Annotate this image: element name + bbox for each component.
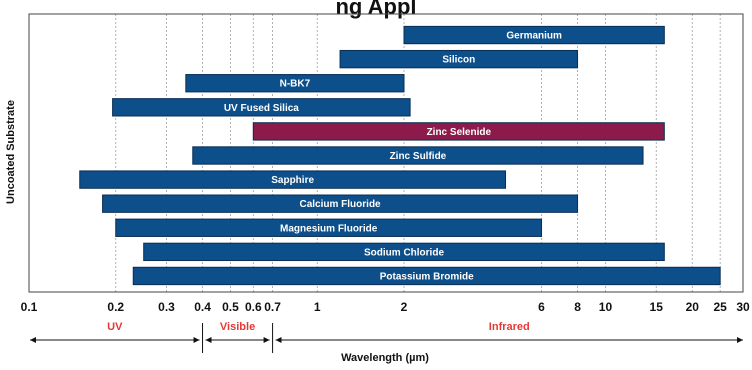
bar-silicon (339, 49, 579, 69)
x-axis-ticks: 0.1 0.2 0.3 0.4 0.5 0.6 0.7 1 2 6 8 10 15 20 25 30 (21, 300, 750, 314)
chart-title-fragment: ng Appl (335, 0, 416, 19)
x-tick-label-0-6: 0.6 (245, 300, 262, 314)
x-tick-label-8: 8 (574, 300, 581, 314)
region-label-visible: Visible (220, 321, 255, 333)
bar-zinc-sulfide (192, 146, 644, 165)
x-tick-label-0-7: 0.7 (264, 300, 281, 314)
x-tick-label-0-2: 0.2 (107, 300, 124, 314)
bar-n-bk7 (185, 74, 405, 93)
x-tick-label-0-1: 0.1 (21, 300, 38, 314)
x-tick-label-15: 15 (650, 300, 664, 314)
bar-sapphire (79, 170, 507, 189)
x-tick-label-10: 10 (599, 300, 613, 314)
bar-germanium (403, 25, 665, 45)
bar-label-n-bk7: N-BK7 (280, 79, 311, 90)
bar-label-magnesium-fluoride: Magnesium Fluoride (280, 223, 378, 234)
bar-label-sapphire: Sapphire (271, 175, 314, 186)
bar-label-zinc-sulfide: Zinc Sulfide (390, 151, 447, 162)
x-tick-label-0-5: 0.5 (222, 300, 239, 314)
bar-magnesium-fluoride (115, 218, 543, 237)
bar-calcium-fluoride (102, 194, 579, 213)
plot-frame (28, 13, 744, 293)
bar-label-silicon: Silicon (442, 55, 475, 66)
bar-uv-fused-silica (112, 98, 411, 117)
x-tick-label-30: 30 (736, 300, 750, 314)
x-tick-label-0-3: 0.3 (158, 300, 175, 314)
bar-potassium-bromide (132, 266, 721, 286)
x-tick-label-20: 20 (686, 300, 700, 314)
region-label-infrared: Infrared (489, 321, 530, 333)
region-label-uv: UV (107, 321, 123, 333)
bar-label-germanium: Germanium (506, 31, 562, 42)
bar-zinc-selenide (252, 122, 665, 141)
x-tick-label-25: 25 (713, 300, 727, 314)
bar-label-sodium-chloride: Sodium Chloride (364, 247, 444, 258)
x-tick-label-2: 2 (401, 300, 408, 314)
spectral-regions: UV Visible Infrared (30, 321, 743, 353)
bar-label-calcium-fluoride: Calcium Fluoride (299, 199, 381, 210)
bar-label-zinc-selenide: Zinc Selenide (427, 127, 492, 138)
bar-label-uv-fused-silica: UV Fused Silica (224, 103, 299, 114)
bars-layer: Germanium Silicon N-BK7 UV Fused Silica Zinc… (79, 25, 721, 286)
x-tick-label-0-4: 0.4 (194, 300, 211, 314)
bar-sodium-chloride (143, 242, 665, 262)
x-tick-label-1: 1 (314, 300, 321, 314)
x-tick-label-6: 6 (538, 300, 545, 314)
bar-label-potassium-bromide: Potassium Bromide (380, 271, 474, 282)
x-axis-label: Wavelength (µm) (341, 352, 429, 364)
y-axis-label: Uncoated Substrate (5, 100, 17, 204)
